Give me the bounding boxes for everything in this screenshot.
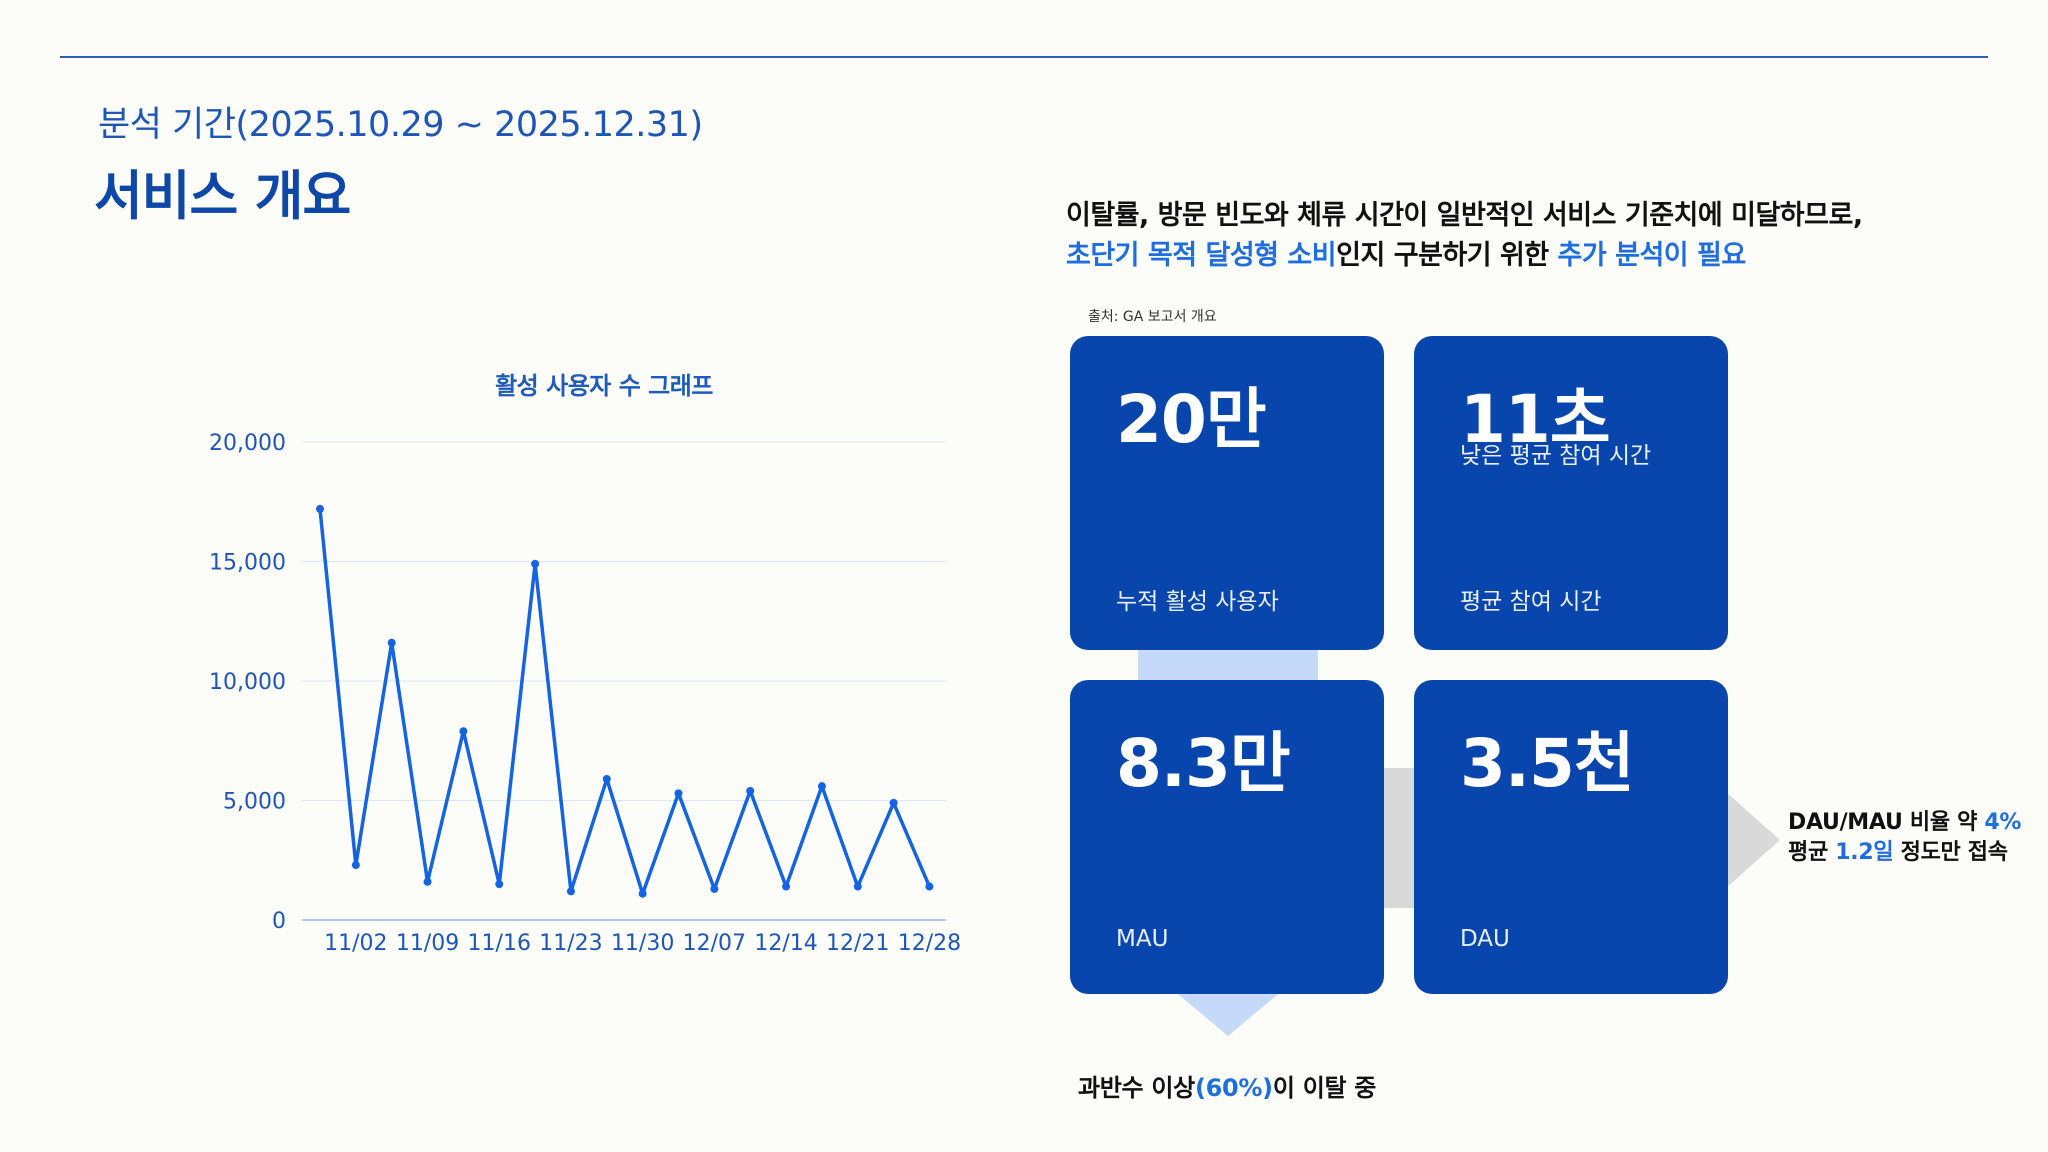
x-tick-label: 11/02 — [324, 931, 387, 956]
note-text: 정도만 접속 — [1893, 840, 2008, 865]
source-note: 출처: GA 보고서 개요 — [1088, 309, 1217, 325]
x-tick-label: 11/30 — [611, 931, 674, 956]
headline-line-1: 이탈률, 방문 빈도와 체류 시간이 일반적인 서비스 기준치에 미달하므로, — [1066, 200, 1863, 231]
card-mau: 8.3만 MAU — [1070, 680, 1384, 994]
note-highlight: 4% — [1984, 810, 2022, 835]
dau-mau-note-line-2: 평균 1.2일 정도만 접속 — [1788, 838, 2021, 868]
card-value: 8.3만 — [1116, 725, 1291, 802]
note-highlight: 1.2일 — [1835, 840, 1894, 865]
card-subtitle: 낮은 평균 참여 시간 — [1460, 443, 1652, 469]
arrow-down-icon — [1178, 994, 1278, 1036]
data-point — [495, 880, 504, 889]
y-tick-label: 15,000 — [209, 551, 286, 576]
x-tick-label: 12/21 — [826, 931, 889, 956]
data-point — [638, 889, 647, 898]
data-point — [782, 882, 791, 891]
chart-title: 활성 사용자 수 그래프 — [495, 372, 713, 400]
top-divider — [60, 56, 1988, 58]
data-point — [817, 782, 826, 791]
data-point — [316, 504, 324, 513]
dau-mau-note: DAU/MAU 비율 약 4% 평균 1.2일 정도만 접속 — [1788, 808, 2021, 868]
y-tick-label: 5,000 — [223, 790, 286, 815]
headline-line-2: 초단기 목적 달성형 소비인지 구분하기 위한 추가 분석이 필요 — [1066, 236, 1863, 276]
active-users-line-chart: 0 5,000 10,000 15,000 20,000 11/02 11/09 11/16 1… — [209, 431, 961, 956]
y-tick-label: 0 — [272, 909, 286, 934]
card-value: 11초 — [1460, 381, 1611, 458]
series-line — [318, 508, 932, 896]
data-point — [602, 774, 611, 783]
data-point — [674, 789, 683, 798]
headline-highlight-2: 추가 분석이 필요 — [1557, 240, 1747, 271]
data-point — [566, 887, 575, 896]
x-tick-label: 12/28 — [898, 931, 961, 956]
headline-middle-text: 인지 구분하기 위한 — [1336, 240, 1558, 271]
data-point — [531, 559, 540, 568]
y-tick-label: 10,000 — [209, 670, 286, 695]
data-point — [710, 884, 719, 893]
x-tick-label: 12/07 — [683, 931, 746, 956]
data-point — [423, 877, 432, 886]
note-text: 과반수 이상 — [1078, 1074, 1195, 1102]
card-label: 누적 활성 사용자 — [1116, 589, 1279, 615]
churn-note: 과반수 이상(60%)이 이탈 중 — [1078, 1068, 1376, 1103]
data-point — [387, 638, 396, 647]
card-value: 20만 — [1116, 381, 1267, 458]
card-label: 평균 참여 시간 — [1460, 589, 1602, 615]
data-point — [853, 882, 862, 891]
card-value: 3.5천 — [1460, 725, 1635, 802]
card-label: MAU — [1116, 926, 1169, 952]
arrow-right-icon — [1726, 792, 1780, 888]
y-tick-label: 20,000 — [209, 431, 286, 456]
card-label: DAU — [1460, 926, 1510, 952]
note-text: 이 이탈 중 — [1272, 1074, 1377, 1102]
data-point — [925, 882, 934, 891]
connector-card3-card4 — [1384, 768, 1416, 908]
card-cumulative-active-users: 20만 누적 활성 사용자 — [1070, 336, 1384, 650]
card-avg-engagement-time: 11초 낮은 평균 참여 시간 평균 참여 시간 — [1414, 336, 1728, 650]
note-text: 평균 — [1788, 840, 1836, 865]
headline-highlight-1: 초단기 목적 달성형 소비 — [1066, 240, 1337, 271]
data-point — [351, 861, 360, 870]
x-tick-label: 12/14 — [754, 931, 817, 956]
connector-card1-card3 — [1138, 648, 1318, 684]
x-tick-label: 11/09 — [396, 931, 459, 956]
x-tick-label: 11/23 — [539, 931, 602, 956]
analysis-period: 분석 기간(2025.10.29 ~ 2025.12.31) — [98, 105, 703, 145]
note-text: DAU/MAU 비율 약 — [1788, 810, 1985, 835]
card-dau: 3.5천 DAU — [1414, 680, 1728, 994]
page-title: 서비스 개요 — [94, 166, 351, 227]
data-point — [459, 727, 468, 736]
note-highlight: (60%) — [1194, 1074, 1273, 1102]
headline: 이탈률, 방문 빈도와 체류 시간이 일반적인 서비스 기준치에 미달하므로, … — [1066, 196, 1863, 276]
data-point — [889, 798, 898, 807]
data-point — [746, 786, 755, 795]
x-tick-label: 11/16 — [468, 931, 531, 956]
dau-mau-note-line-1: DAU/MAU 비율 약 4% — [1788, 808, 2021, 838]
